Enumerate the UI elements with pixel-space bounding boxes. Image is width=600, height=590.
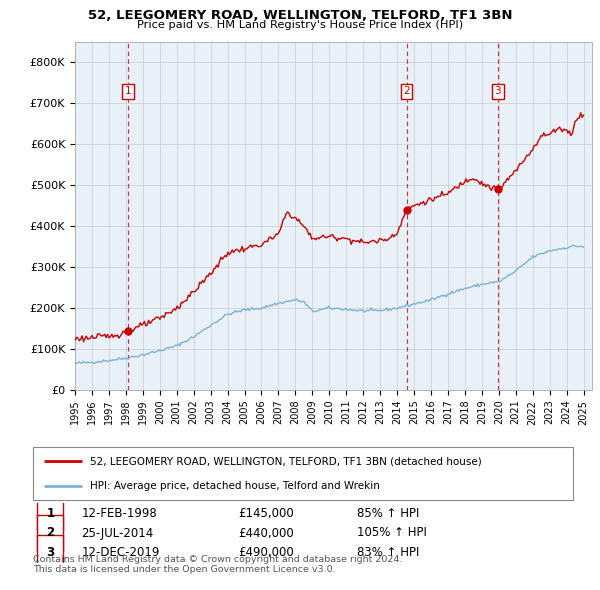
Text: £145,000: £145,000 — [238, 507, 294, 520]
Text: 105% ↑ HPI: 105% ↑ HPI — [357, 526, 427, 539]
Text: HPI: Average price, detached house, Telford and Wrekin: HPI: Average price, detached house, Telf… — [90, 481, 380, 491]
Text: £440,000: £440,000 — [238, 526, 294, 539]
Text: 83% ↑ HPI: 83% ↑ HPI — [357, 546, 419, 559]
FancyBboxPatch shape — [37, 535, 63, 571]
Text: 25-JUL-2014: 25-JUL-2014 — [82, 526, 154, 539]
Text: This data is licensed under the Open Government Licence v3.0.: This data is licensed under the Open Gov… — [33, 565, 335, 574]
Text: 1: 1 — [124, 86, 131, 96]
Text: 2: 2 — [46, 526, 55, 539]
FancyBboxPatch shape — [37, 515, 63, 551]
Text: 85% ↑ HPI: 85% ↑ HPI — [357, 507, 419, 520]
Text: Price paid vs. HM Land Registry's House Price Index (HPI): Price paid vs. HM Land Registry's House … — [137, 20, 463, 30]
Text: 3: 3 — [46, 546, 55, 559]
Text: 52, LEEGOMERY ROAD, WELLINGTON, TELFORD, TF1 3BN (detached house): 52, LEEGOMERY ROAD, WELLINGTON, TELFORD,… — [90, 456, 481, 466]
Text: 52, LEEGOMERY ROAD, WELLINGTON, TELFORD, TF1 3BN: 52, LEEGOMERY ROAD, WELLINGTON, TELFORD,… — [88, 9, 512, 22]
FancyBboxPatch shape — [37, 495, 63, 531]
Text: 12-FEB-1998: 12-FEB-1998 — [82, 507, 157, 520]
Text: £490,000: £490,000 — [238, 546, 294, 559]
Text: 1: 1 — [46, 507, 55, 520]
Text: 12-DEC-2019: 12-DEC-2019 — [82, 546, 160, 559]
FancyBboxPatch shape — [33, 447, 573, 500]
Text: Contains HM Land Registry data © Crown copyright and database right 2024.: Contains HM Land Registry data © Crown c… — [33, 555, 403, 563]
Text: 2: 2 — [403, 86, 410, 96]
Text: 3: 3 — [494, 86, 501, 96]
